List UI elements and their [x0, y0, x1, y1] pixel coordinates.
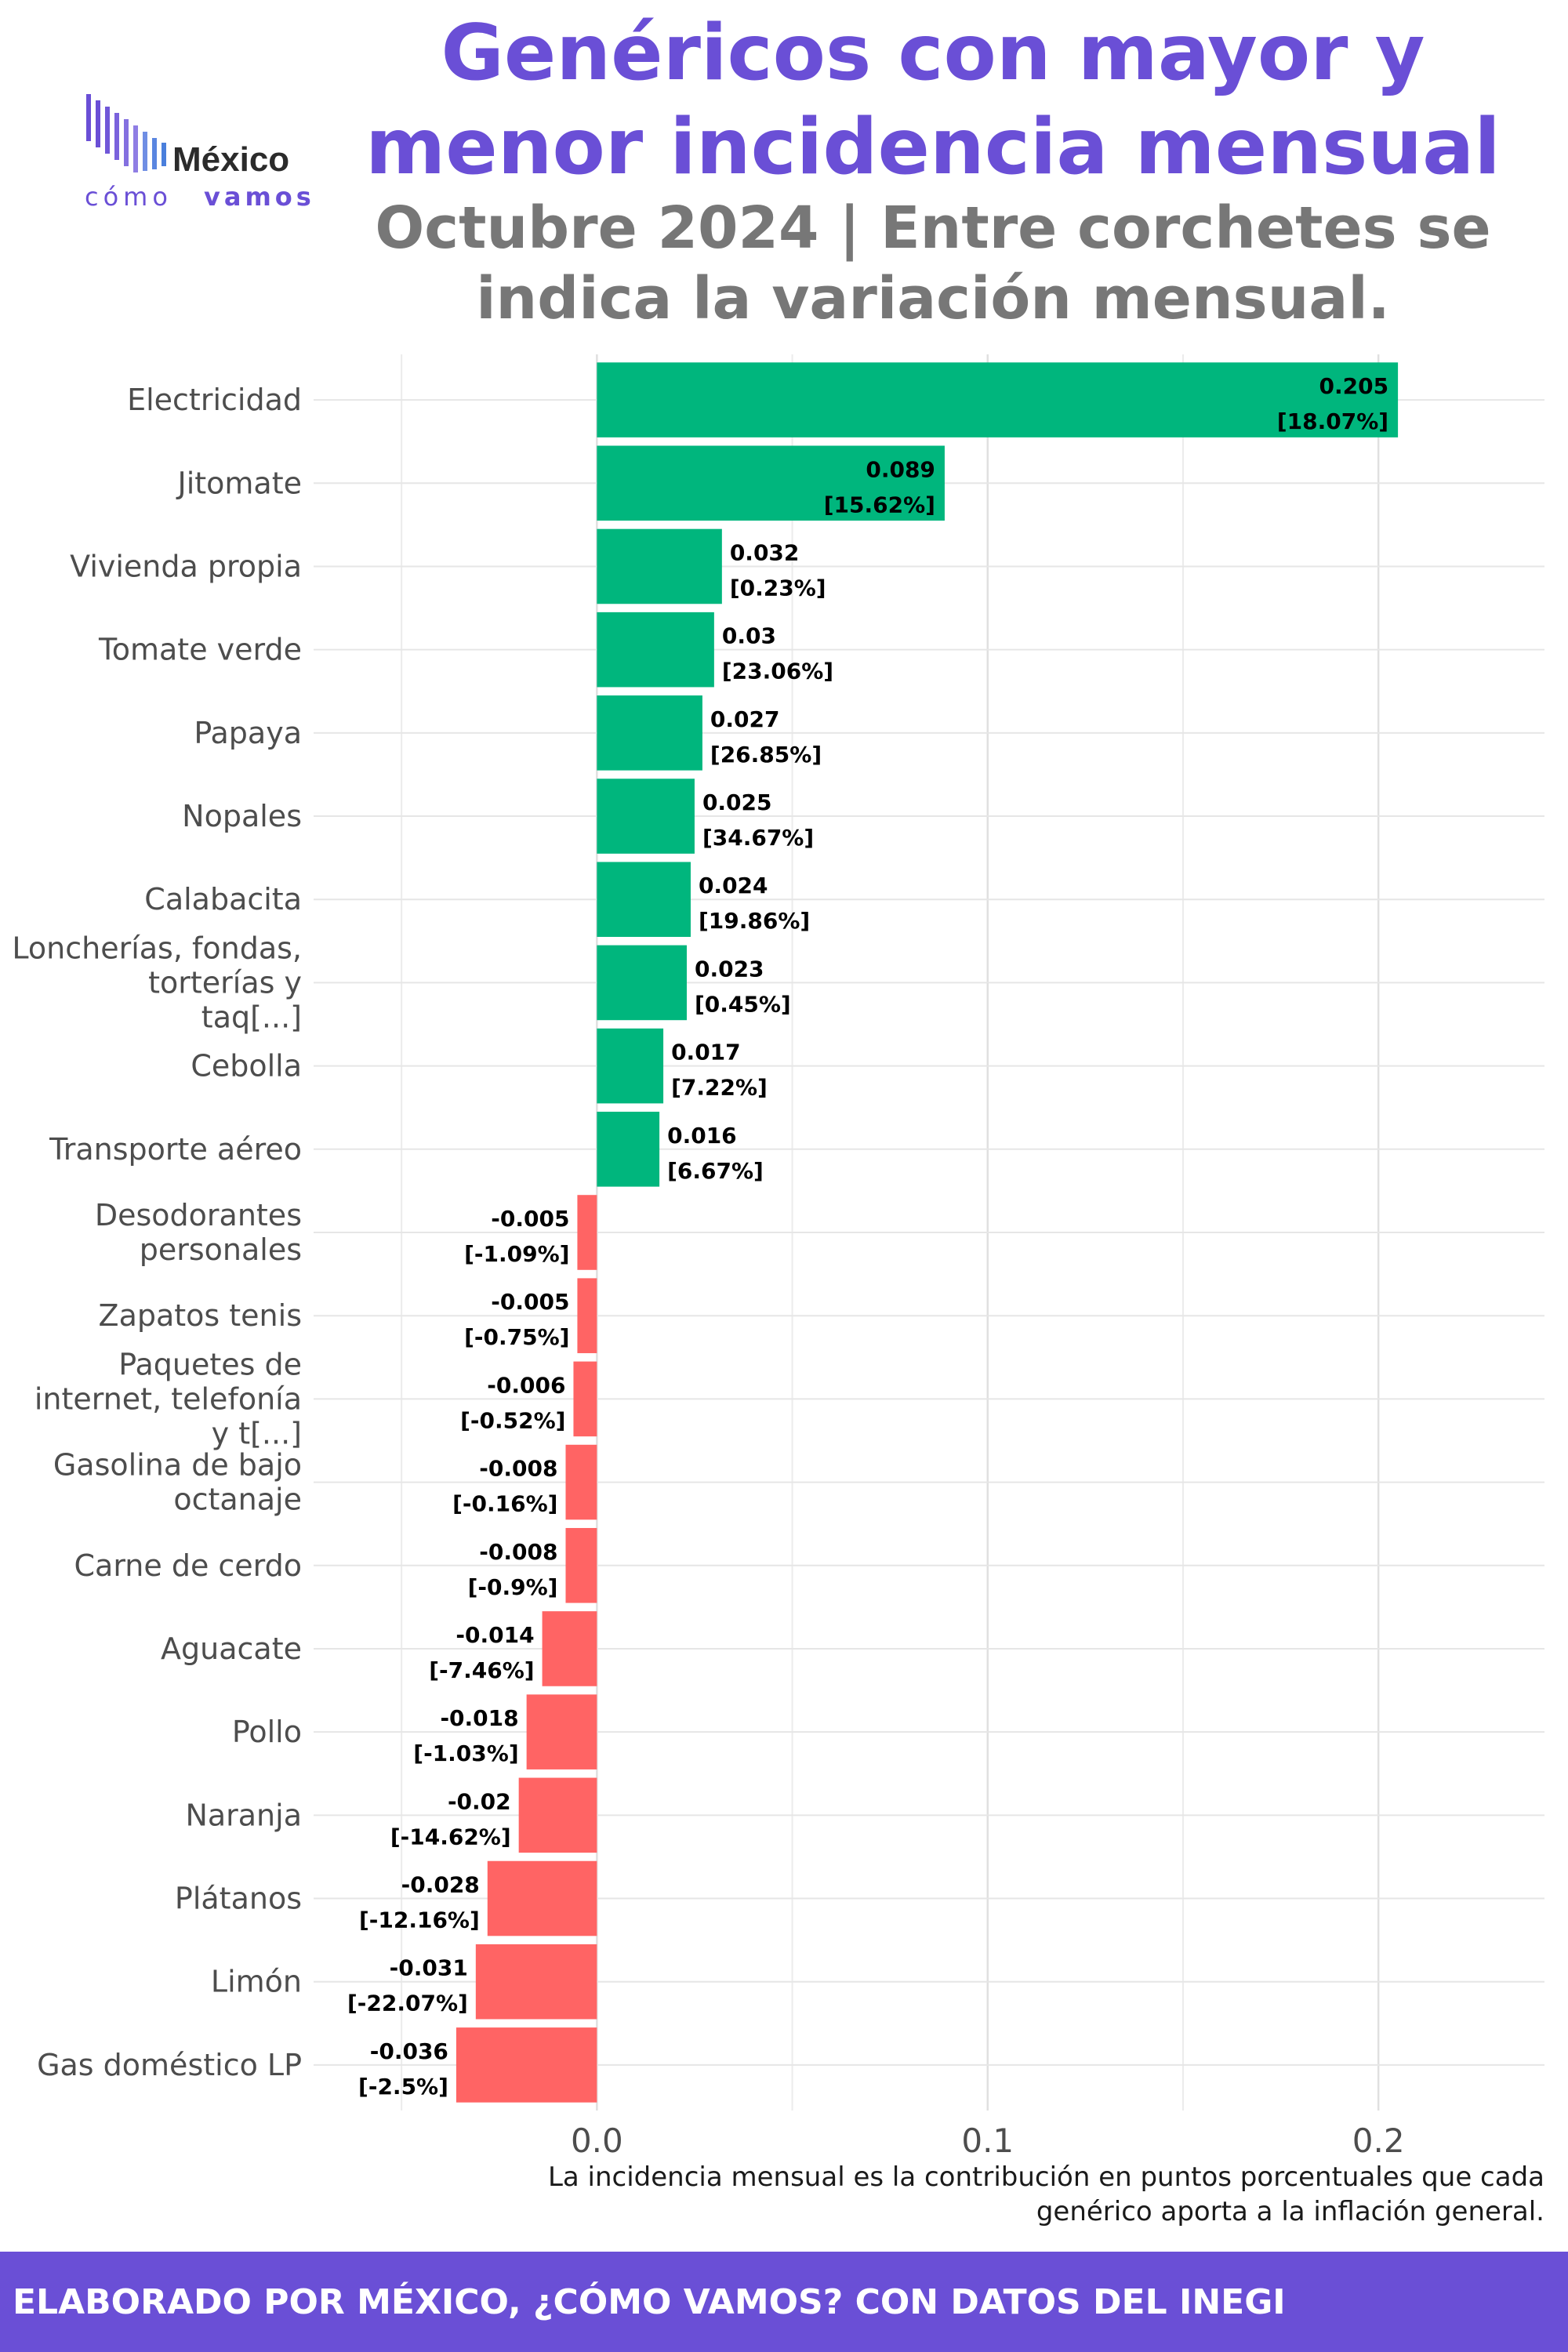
bar [456, 2027, 597, 2103]
variation-label: [-1.03%] [413, 1740, 518, 1766]
bar [597, 1028, 664, 1104]
value-label: -0.008 [479, 1539, 557, 1565]
value-label: -0.031 [390, 1955, 468, 1981]
bar [577, 1195, 597, 1270]
variation-label: [18.07%] [1277, 408, 1388, 434]
bar [597, 779, 695, 854]
variation-label: [-2.5%] [358, 2074, 448, 2100]
value-label: 0.017 [671, 1040, 741, 1065]
variation-label: [-7.46%] [429, 1657, 534, 1683]
bar [577, 1278, 597, 1353]
bar [597, 1112, 660, 1187]
bar [597, 362, 1399, 437]
variation-label: [7.22%] [671, 1075, 768, 1101]
category-label: Paquetes de internet, telefonía y t[...] [34, 1347, 302, 1450]
category-label: Calabacita [144, 882, 302, 916]
incidence-bar-chart: Electricidad 0.205 [18.07%] Jitomate 0.089 [1… [12, 354, 1544, 2156]
variation-label: [-0.9%] [468, 1574, 558, 1600]
variation-label: [-1.09%] [464, 1241, 569, 1267]
chart-title: Genéricos con mayor y menor incidencia m… [365, 9, 1501, 192]
value-label: 0.089 [866, 456, 935, 482]
category-label: Vivienda propia [70, 549, 302, 583]
value-label: -0.005 [491, 1289, 569, 1315]
value-label: 0.024 [699, 873, 768, 898]
category-label: Zapatos tenis [99, 1298, 302, 1333]
bar [565, 1527, 597, 1603]
variation-label: [0.45%] [695, 991, 791, 1017]
bar [597, 612, 714, 688]
category-label: Gas doméstico LP [37, 2048, 302, 2082]
category-label: Carne de cerdo [74, 1548, 303, 1583]
bar [518, 1777, 597, 1853]
value-label: 0.205 [1319, 373, 1389, 399]
category-label: Tomate verde [98, 633, 302, 667]
variation-label: [-0.75%] [464, 1324, 569, 1350]
category-label: Transporte aéreo [49, 1132, 302, 1167]
variation-label: [-0.52%] [460, 1407, 565, 1433]
logo-text-mexico: México [172, 140, 289, 179]
category-label: Limón [211, 1965, 302, 1999]
category-label: Pollo [232, 1715, 302, 1749]
category-label: Papaya [194, 716, 302, 750]
logo: México cómo vamos [78, 86, 345, 212]
footer-banner: ELABORADO POR MÉXICO, ¿CÓMO VAMOS? CON D… [0, 2252, 1568, 2352]
bar [487, 1860, 597, 1936]
value-label: 0.016 [667, 1123, 737, 1149]
variation-label: [0.23%] [730, 575, 826, 601]
value-label: -0.005 [491, 1206, 569, 1232]
value-label: -0.014 [456, 1622, 534, 1648]
chart-subtitle: Octubre 2024 | Entre corchetes se indica… [375, 194, 1491, 332]
variation-label: [-12.16%] [359, 1907, 480, 1933]
variation-label: [34.67%] [702, 825, 814, 851]
footnote: La incidencia mensual es la contribución… [547, 2161, 1544, 2227]
variation-label: [23.06%] [722, 659, 833, 684]
variation-label: [-22.07%] [347, 1991, 468, 2016]
bar [542, 1611, 597, 1686]
variation-label: [19.86%] [699, 908, 810, 934]
value-label: 0.027 [710, 706, 780, 732]
category-label: Aguacate [161, 1632, 302, 1666]
category-label: Gasolina de bajo octanaje [53, 1448, 302, 1517]
category-label: Plátanos [175, 1882, 302, 1916]
variation-label: [6.67%] [667, 1158, 764, 1184]
bar [597, 695, 702, 771]
variation-label: [-14.62%] [390, 1824, 511, 1849]
variation-label: [15.62%] [824, 492, 935, 517]
bar [565, 1444, 597, 1520]
category-label: Loncherías, fondas, torterías y taq[...] [12, 931, 302, 1034]
logo-bars-graphic: México cómo vamos [85, 94, 315, 212]
x-tick-label: 0.0 [571, 2122, 623, 2156]
logo-text-vamos: vamos [204, 182, 315, 212]
value-label: -0.018 [440, 1705, 518, 1731]
category-label: Nopales [182, 799, 302, 833]
x-tick-label: 0.1 [961, 2122, 1014, 2156]
category-label: Naranja [185, 1798, 302, 1832]
value-label: 0.032 [730, 539, 800, 565]
bar [526, 1694, 597, 1769]
value-label: -0.028 [401, 1872, 480, 1898]
bar [597, 528, 722, 604]
variation-label: [26.85%] [710, 742, 822, 768]
bar [475, 1944, 597, 2020]
x-tick-label: 0.2 [1352, 2122, 1405, 2156]
value-label: 0.025 [702, 789, 772, 815]
value-label: -0.036 [370, 2038, 448, 2064]
bar [597, 862, 691, 938]
category-label: Cebolla [191, 1049, 302, 1083]
value-label: -0.008 [479, 1456, 557, 1482]
footer-credit: ELABORADO POR MÉXICO, ¿CÓMO VAMOS? CON D… [13, 2282, 1286, 2322]
value-label: 0.023 [695, 956, 764, 982]
value-label: -0.02 [448, 1788, 511, 1814]
bar [597, 445, 945, 521]
bar [573, 1361, 597, 1437]
logo-text-como: cómo [85, 182, 172, 212]
category-label: Electricidad [127, 383, 302, 417]
value-label: 0.03 [722, 623, 776, 649]
bar [597, 945, 687, 1021]
category-label: Jitomate [176, 466, 303, 500]
value-label: -0.006 [487, 1372, 565, 1398]
variation-label: [-0.16%] [452, 1491, 557, 1517]
category-label: Desodorantes personales [95, 1198, 302, 1267]
